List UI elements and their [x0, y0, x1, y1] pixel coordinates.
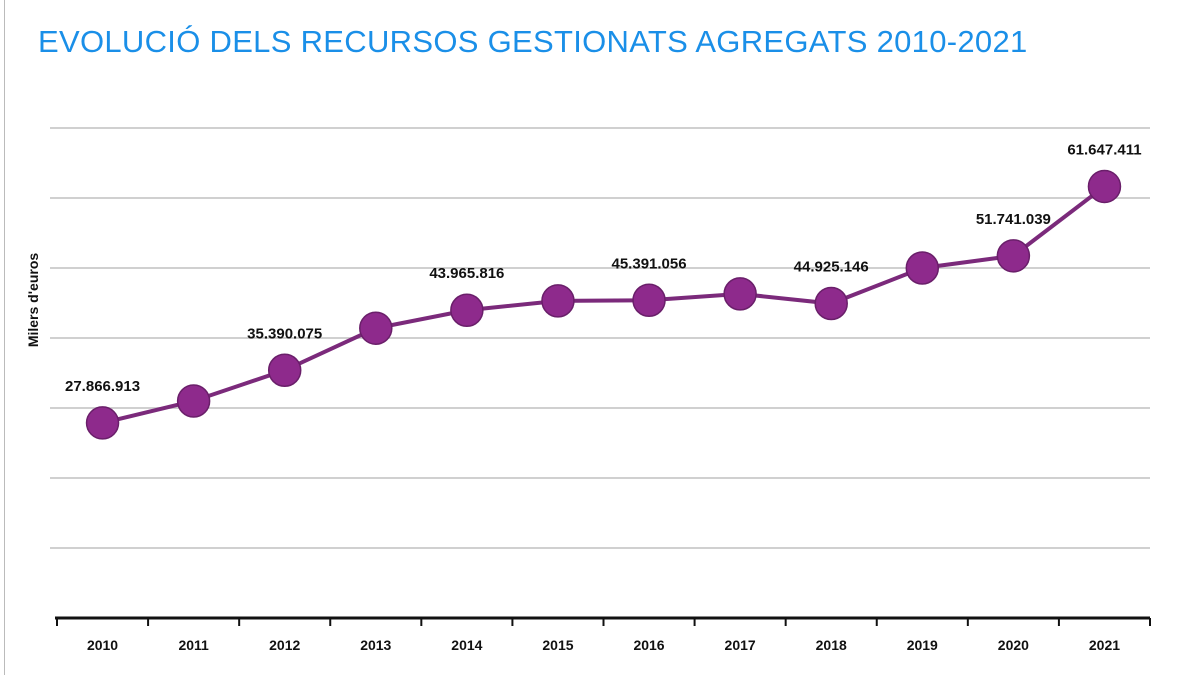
data-point: [996, 239, 1031, 273]
x-tick-label: 2018: [816, 637, 847, 653]
data-point: [267, 353, 302, 388]
x-tick-label: 2020: [998, 637, 1029, 653]
data-points: [85, 169, 1122, 440]
x-tick-label: 2015: [542, 637, 573, 653]
data-point: [814, 286, 848, 321]
data-point: [176, 384, 211, 418]
data-point: [1087, 169, 1122, 204]
y-axis-label: Milers d'euros: [25, 253, 41, 348]
data-label: 27.866.913: [65, 378, 140, 395]
left-border: [4, 0, 5, 675]
data-point: [450, 293, 484, 327]
data-point: [723, 277, 757, 311]
gridlines: [50, 127, 1150, 549]
data-point: [905, 251, 940, 285]
x-tick-labels: 2010 2011 2012 2013 2014 2015 2016 2017 2018 2019…: [87, 637, 1120, 653]
data-label: 35.390.075: [247, 325, 322, 342]
data-label: 43.965.816: [429, 265, 504, 282]
data-label: 61.647.411: [1067, 141, 1141, 158]
chart-title: EVOLUCIÓ DELS RECURSOS GESTIONATS AGREGA…: [38, 24, 1028, 59]
data-label: 51.741.039: [976, 211, 1051, 228]
x-tick-label: 2013: [360, 637, 391, 653]
x-tick-label: 2016: [633, 637, 664, 653]
x-axis: [55, 616, 1151, 626]
series-line: [102, 184, 1106, 425]
data-labels: 27.866.913 35.390.075 43.965.816 45.391.056…: [65, 141, 1142, 394]
data-point: [632, 283, 666, 318]
data-point: [85, 406, 120, 440]
x-tick-label: 2011: [178, 637, 209, 653]
x-tick-label: 2021: [1089, 637, 1120, 653]
data-label: 44.925.146: [794, 259, 869, 276]
x-tick-label: 2012: [269, 637, 300, 653]
data-point: [359, 311, 393, 345]
x-tick-label: 2010: [87, 637, 118, 653]
x-tick-label: 2017: [725, 637, 756, 653]
x-tick-label: 2019: [907, 637, 938, 653]
data-label: 45.391.056: [612, 255, 687, 272]
data-point: [541, 284, 575, 318]
x-tick-label: 2014: [451, 637, 482, 653]
